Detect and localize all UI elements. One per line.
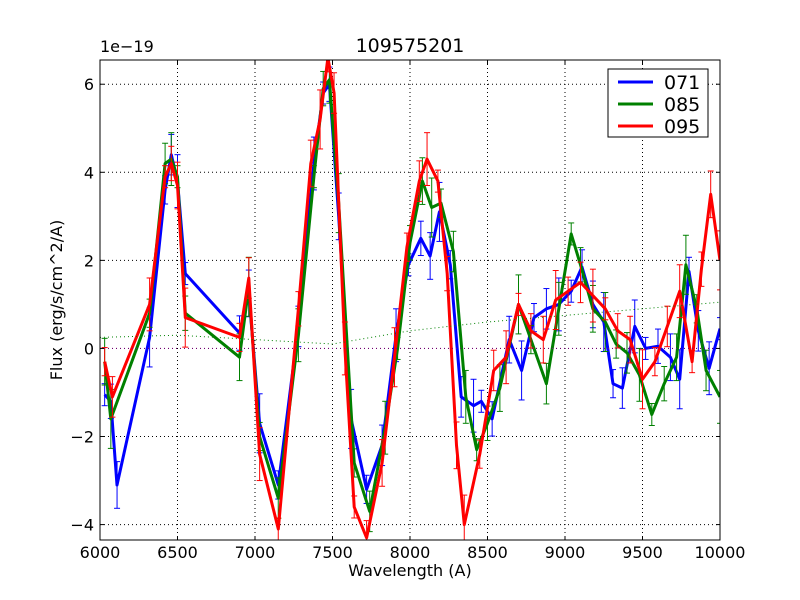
- y-tick-label: 4: [84, 163, 94, 182]
- legend-label-085: 085: [664, 94, 700, 116]
- series-line-095: [103, 60, 720, 540]
- legend-label-095: 095: [664, 116, 700, 138]
- x-tick-label: 6000: [80, 543, 121, 562]
- y-tick-label: −2: [70, 428, 94, 447]
- y-tick-label: 6: [84, 75, 94, 94]
- x-tick-label: 9000: [545, 543, 586, 562]
- series-095: [101, 60, 720, 540]
- x-axis-label: Wavelength (A): [348, 561, 471, 580]
- x-tick-label: 8500: [467, 543, 508, 562]
- y-exponent-label: 1e−19: [100, 37, 154, 56]
- y-tick-label: 0: [84, 339, 94, 358]
- series-layer: [100, 60, 720, 540]
- axis-ticks: 6000 6500 7000 7500 8000 8500 9000 9500 10000 −4 −…: [70, 60, 745, 562]
- x-tick-label: 7000: [235, 543, 276, 562]
- legend-label-071: 071: [664, 72, 700, 94]
- x-tick-label: 6500: [157, 543, 198, 562]
- x-tick-label: 7500: [312, 543, 353, 562]
- y-axis-label: Flux (erg/s/cm^2/A): [47, 220, 66, 381]
- y-tick-label: 2: [84, 251, 94, 270]
- y-tick-label: −4: [70, 516, 94, 535]
- x-tick-label: 10000: [695, 543, 746, 562]
- x-tick-label: 9500: [622, 543, 663, 562]
- x-tick-label: 8000: [390, 543, 431, 562]
- chart-title: 109575201: [356, 35, 465, 57]
